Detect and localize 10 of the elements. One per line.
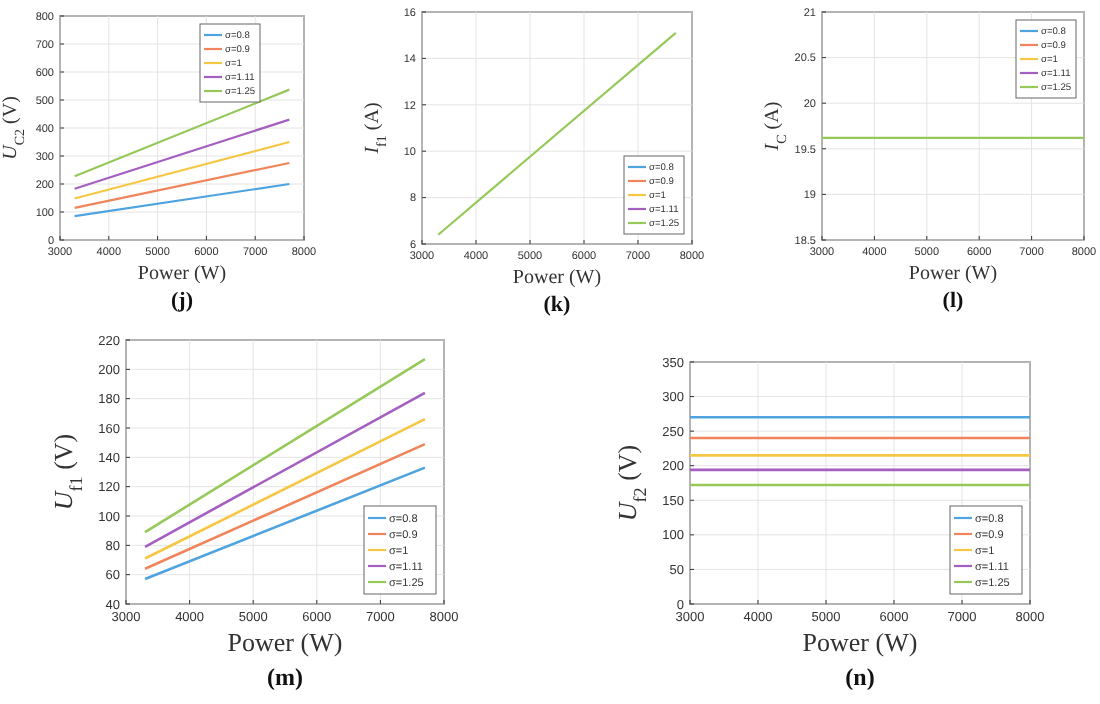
x-axis-title: Power (W) xyxy=(227,627,343,657)
x-axis-title: Power (W) xyxy=(802,627,918,657)
x-axis-title: Power (W) xyxy=(512,267,602,289)
text: (m) xyxy=(267,663,303,691)
text: (n) xyxy=(845,663,875,691)
text: (j) xyxy=(171,289,194,313)
text: (l) xyxy=(942,289,965,313)
text: (k) xyxy=(543,293,572,317)
x-axis-title: Power (W) xyxy=(137,263,227,285)
x-axis-title: Power (W) xyxy=(908,263,998,285)
